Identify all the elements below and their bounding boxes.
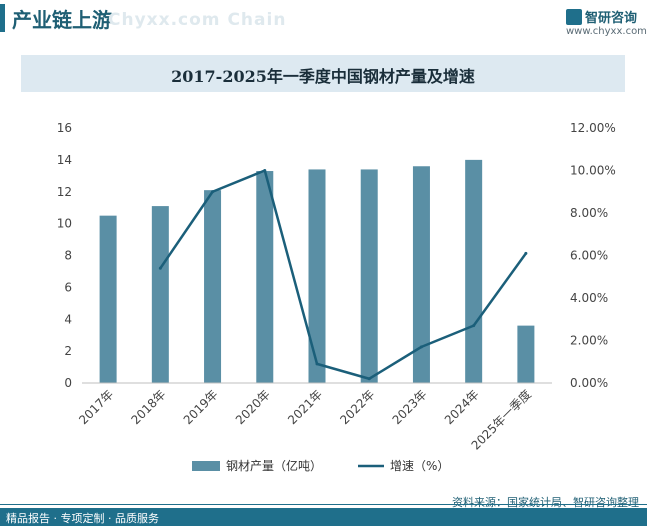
x-tick-label: 2021年: [285, 387, 325, 427]
bar: [412, 166, 430, 383]
y-right-tick-label: 0.00%: [570, 376, 608, 390]
y-right-tick-label: 6.00%: [570, 249, 608, 263]
x-tick-label: 2020年: [233, 387, 273, 427]
y-right-tick-label: 4.00%: [570, 291, 608, 305]
bar: [99, 215, 117, 383]
y-right-tick-label: 12.00%: [570, 121, 616, 135]
x-tick-label: 2018年: [128, 387, 168, 427]
bar: [465, 159, 483, 383]
legend-line-label: 增速（%）: [390, 459, 449, 473]
bar: [517, 325, 535, 383]
x-tick-label: 2017年: [76, 387, 116, 427]
growth-point: [211, 190, 215, 194]
bar: [308, 169, 326, 383]
chart-title-band: 2017-2025年一季度中国钢材产量及增速: [21, 55, 625, 92]
data-source: 资料来源：国家统计局、智研咨询整理: [452, 496, 639, 509]
growth-line: [159, 169, 527, 380]
y-left-tick-label: 10: [57, 217, 72, 231]
top-bar: 产业链上游 Chyxx.com Chain: [0, 0, 647, 38]
x-tick-label: 2019年: [181, 387, 221, 427]
y-left-tick-label: 8: [64, 249, 72, 263]
footer-divider: [0, 504, 647, 505]
y-left-tick-label: 2: [64, 344, 72, 358]
bar: [360, 169, 378, 383]
growth-point: [472, 324, 476, 328]
brand-logo: 智研咨询: [566, 6, 637, 26]
x-tick-label: 2023年: [390, 387, 430, 427]
legend-bar-swatch: [192, 461, 220, 471]
growth-point: [158, 266, 162, 270]
growth-point: [367, 377, 371, 381]
y-right-tick-label: 10.00%: [570, 164, 616, 178]
y-right-tick-label: 8.00%: [570, 206, 608, 220]
bar: [204, 190, 222, 383]
header-accent: [0, 4, 5, 32]
growth-point: [263, 169, 267, 172]
chart-title: 2017-2025年一季度中国钢材产量及增速: [171, 67, 475, 86]
footer-slogan: 精品报告 · 专项定制 · 品质服务: [6, 512, 159, 525]
website-url: www.chyxx.com: [566, 26, 647, 37]
y-left-tick-label: 16: [57, 121, 72, 135]
brand-name: 智研咨询: [585, 11, 638, 26]
y-left-tick-label: 6: [64, 280, 72, 294]
bar: [256, 171, 274, 383]
y-left-tick-label: 12: [57, 185, 72, 199]
legend-bar-label: 钢材产量（亿吨）: [226, 458, 322, 473]
logo-icon: [566, 8, 582, 25]
growth-point: [524, 251, 528, 255]
x-tick-label: 2024年: [442, 387, 482, 427]
section-title: 产业链上游: [12, 8, 112, 32]
y-left-tick-label: 4: [64, 312, 72, 326]
y-right-tick-label: 2.00%: [570, 334, 608, 348]
growth-point: [315, 362, 319, 366]
y-left-tick-label: 0: [64, 376, 72, 390]
footer-bar: 精品报告 · 专项定制 · 品质服务: [0, 508, 647, 526]
x-tick-label: 2022年: [337, 387, 377, 427]
bar: [151, 206, 169, 383]
section-watermark: Chyxx.com Chain: [108, 10, 287, 30]
growth-point: [419, 345, 423, 349]
y-left-tick-label: 14: [57, 153, 72, 167]
